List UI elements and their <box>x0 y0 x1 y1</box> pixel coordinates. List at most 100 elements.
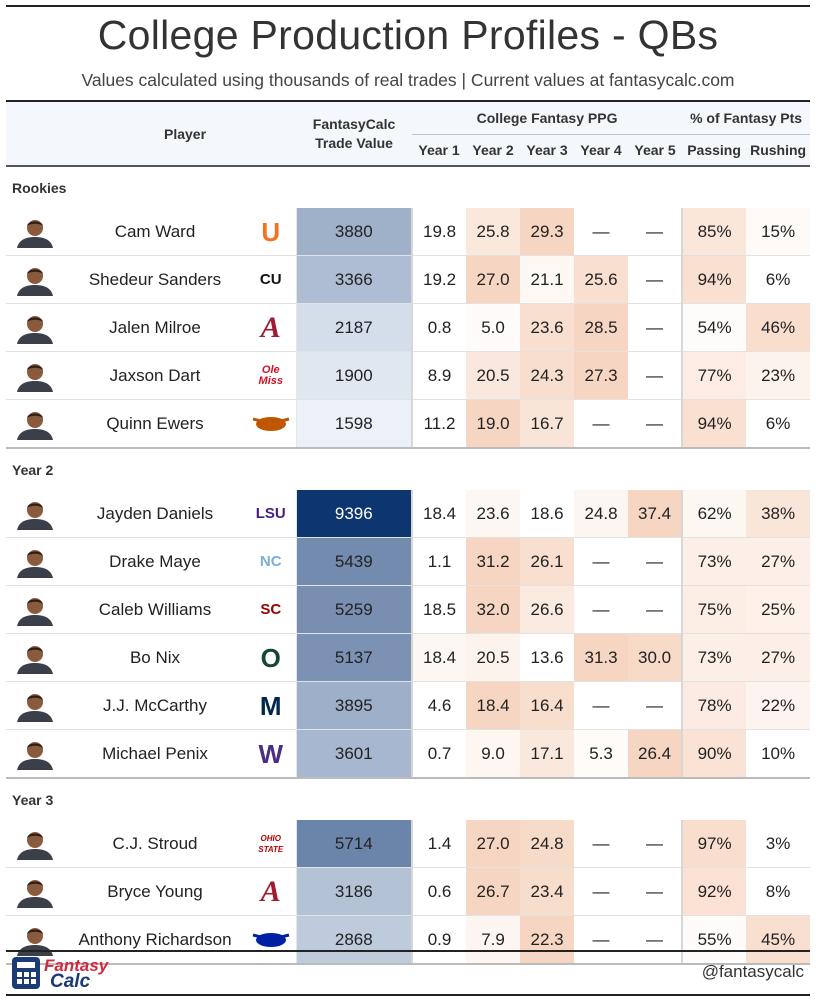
header-ppg-group: College Fantasy PPG <box>412 101 683 135</box>
pct-rushing: 22% <box>746 681 811 730</box>
player-row: Bryce Young A 3186 0.6 26.7 23.4— —92% 8% <box>6 867 811 916</box>
social-handle: @fantasycalc <box>701 962 804 981</box>
trade-value: 5439 <box>295 537 413 586</box>
ppg-year-3: 24.8 <box>520 820 575 868</box>
ppg-year-4: 28.5 <box>574 303 629 352</box>
trade-value: 5259 <box>295 585 413 634</box>
player-name: Cam Ward <box>64 208 246 256</box>
pct-rushing: 27% <box>746 633 811 682</box>
trade-value: 5137 <box>295 633 413 682</box>
brand-top: Fantasy <box>44 956 109 975</box>
ppg-year-3: 18.6 <box>520 490 575 538</box>
header-player: Player <box>6 101 297 166</box>
ppg-year-1: 19.2 <box>411 255 467 304</box>
footer-rule <box>6 950 810 952</box>
school-logo-cell: NC <box>246 537 297 586</box>
player-avatar <box>6 681 64 730</box>
ppg-year-5: — <box>628 585 683 634</box>
ppg-year-4: — <box>574 399 629 449</box>
school-logo-cell: A <box>246 303 297 352</box>
pct-passing: 55% <box>681 915 747 965</box>
ppg-year-5: — <box>628 303 683 352</box>
player-avatar <box>6 729 64 779</box>
ppg-year-2: 26.7 <box>466 867 521 916</box>
player-avatar <box>6 303 64 352</box>
texas-longhorn-logo <box>251 409 291 439</box>
ppg-year-5: — <box>628 537 683 586</box>
ppg-year-5: — <box>628 208 683 256</box>
ppg-year-4: 5.3 <box>574 729 629 779</box>
ppg-year-4: 31.3 <box>574 633 629 682</box>
header-trade-value: FantasyCalc Trade Value <box>296 101 413 166</box>
school-logo-cell: W <box>246 729 297 779</box>
player-name: Bryce Young <box>64 867 246 916</box>
pct-rushing: 23% <box>746 351 811 400</box>
player-row: Jaxson Dart Ole Miss 1900 8.9 20.5 24.3 27.3—7… <box>6 351 811 400</box>
ppg-year-3: 29.3 <box>520 208 575 256</box>
trade-value: 3366 <box>295 255 413 304</box>
player-name: Michael Penix <box>64 729 246 779</box>
pct-passing: 94% <box>681 399 747 449</box>
player-row: Drake Maye NC 5439 1.1 31.2 26.1— —73% 27% <box>6 537 811 586</box>
player-avatar <box>6 537 64 586</box>
headshot-icon <box>17 363 53 392</box>
ppg-year-2: 18.4 <box>466 681 521 730</box>
calculator-icon <box>12 957 40 989</box>
ppg-year-3: 26.6 <box>520 585 575 634</box>
pct-passing: 75% <box>681 585 747 634</box>
ppg-year-1: 19.8 <box>411 208 467 256</box>
player-row: C.J. Stroud OHIO STATE 5714 1.4 27.0 24.8— —97… <box>6 820 811 868</box>
ppg-year-1: 8.9 <box>411 351 467 400</box>
pct-passing: 77% <box>681 351 747 400</box>
trade-value: 5714 <box>295 820 413 868</box>
player-name: Shedeur Sanders <box>64 255 246 304</box>
school-logo-cell: CU <box>246 255 297 304</box>
pct-rushing: 27% <box>746 537 811 586</box>
ppg-year-3: 24.3 <box>520 351 575 400</box>
player-avatar <box>6 255 64 304</box>
player-name: Caleb Williams <box>64 585 246 634</box>
ppg-year-2: 27.0 <box>466 820 521 868</box>
player-row: Shedeur Sanders CU 3366 19.2 27.0 21.1 25.6—94… <box>6 255 811 304</box>
section-label: Year 2 <box>12 461 54 478</box>
trade-value: 3601 <box>295 729 413 779</box>
header-year-4: Year 4 <box>574 134 629 166</box>
pct-rushing: 46% <box>746 303 811 352</box>
ppg-year-3: 17.1 <box>520 729 575 779</box>
pct-rushing: 6% <box>746 255 811 304</box>
school-logo-cell: A <box>246 867 297 916</box>
headshot-icon <box>17 741 53 770</box>
ppg-year-1: 18.4 <box>411 633 467 682</box>
header-year-1: Year 1 <box>412 134 467 166</box>
ppg-year-4: — <box>574 820 629 868</box>
ppg-year-4: 25.6 <box>574 255 629 304</box>
player-avatar <box>6 490 64 538</box>
school-logo-cell <box>246 399 297 449</box>
ppg-year-2: 7.9 <box>466 915 521 965</box>
header-year-5: Year 5 <box>628 134 683 166</box>
school-logo-cell <box>246 915 297 965</box>
ppg-year-4: — <box>574 208 629 256</box>
headshot-icon <box>17 219 53 248</box>
ppg-year-2: 19.0 <box>466 399 521 449</box>
player-row: Jalen Milroe A 2187 0.8 5.0 23.6 28.5—54% 46% <box>6 303 811 352</box>
top-rule <box>6 5 810 7</box>
ppg-year-2: 9.0 <box>466 729 521 779</box>
bottom-rule <box>6 994 810 996</box>
ppg-year-3: 21.1 <box>520 255 575 304</box>
ppg-year-3: 16.4 <box>520 681 575 730</box>
trade-value: 3895 <box>295 681 413 730</box>
pct-rushing: 25% <box>746 585 811 634</box>
headshot-icon <box>17 411 53 440</box>
header-pct-group: % of Fantasy Pts <box>682 101 811 135</box>
player-row: Michael Penix W 3601 0.7 9.0 17.1 5.3 26.4 90% 10… <box>6 729 811 779</box>
ppg-year-1: 18.5 <box>411 585 467 634</box>
alabama-a-logo: A <box>260 310 281 344</box>
trade-value: 3880 <box>295 208 413 256</box>
header-passing: Passing <box>682 134 747 166</box>
ppg-year-1: 0.7 <box>411 729 467 779</box>
ppg-year-2: 25.8 <box>466 208 521 256</box>
florida-gator-logo <box>251 925 291 955</box>
ppg-year-5: — <box>628 351 683 400</box>
section-row: Year 3 <box>6 778 810 820</box>
